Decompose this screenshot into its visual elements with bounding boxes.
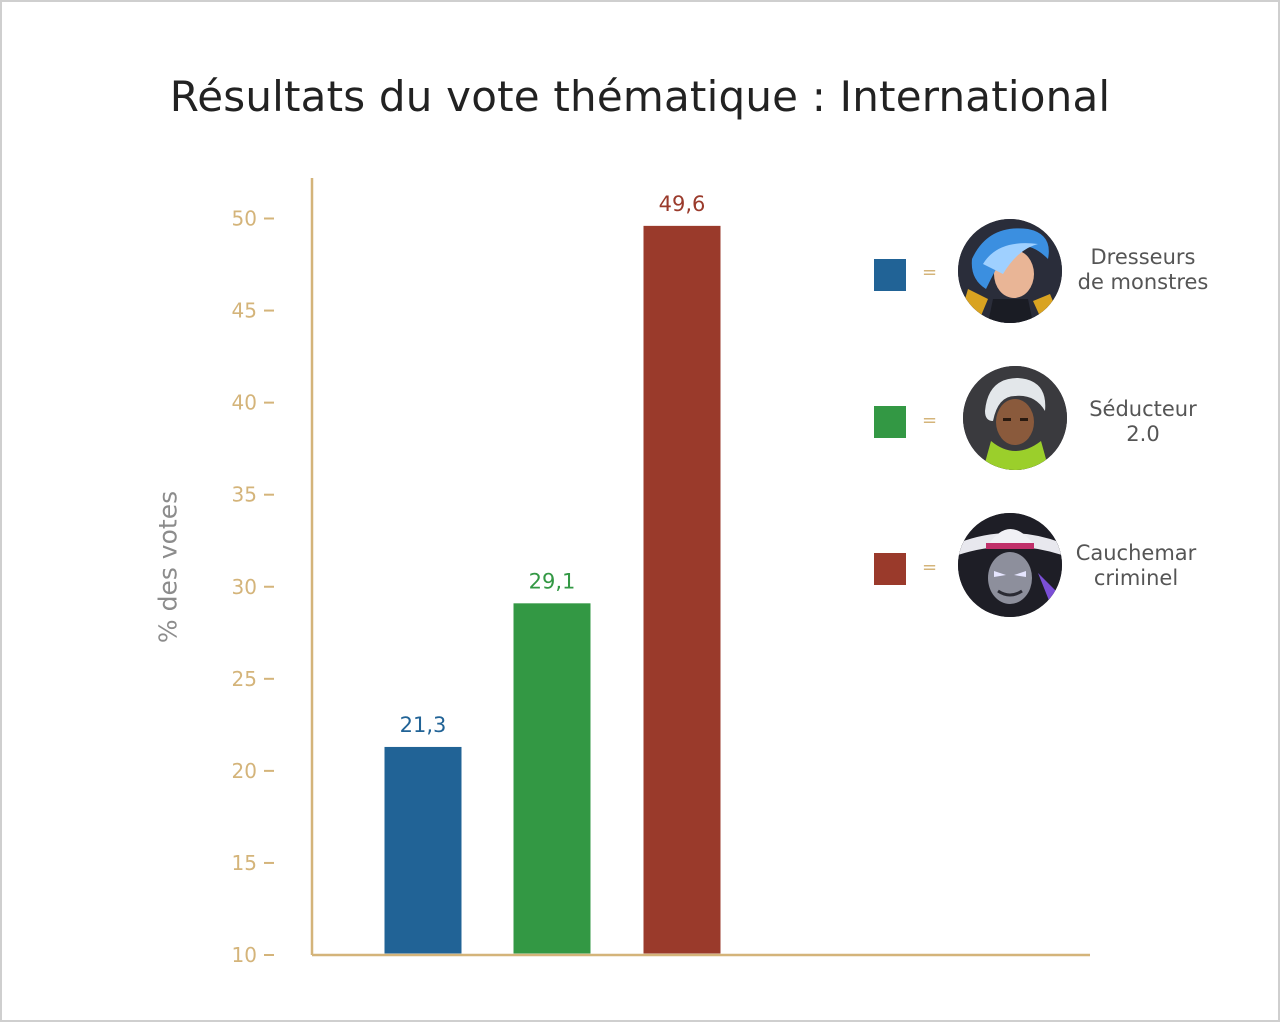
y-tick-label: 25: [232, 667, 257, 691]
y-tick-label: 15: [232, 851, 257, 875]
y-tick-label: 20: [232, 759, 257, 783]
bar-value-label: 29,1: [529, 569, 576, 593]
legend-label-line: 2.0: [1126, 422, 1160, 446]
bar: [513, 603, 591, 954]
y-tick-label: 30: [232, 575, 257, 599]
bar: [643, 225, 721, 954]
y-tick-label: 35: [232, 483, 257, 507]
legend-label-line: Dresseurs: [1090, 245, 1196, 269]
bar-value-label: 49,6: [659, 192, 706, 216]
y-tick-label: 40: [232, 391, 257, 415]
legend-label-seducteur: Séducteur 2.0: [1058, 397, 1228, 447]
blue-haired-character-icon: [958, 219, 1062, 323]
legend-equals: =: [922, 410, 938, 431]
legend-equals: =: [922, 557, 938, 578]
legend-label-line: Cauchemar: [1075, 541, 1197, 565]
legend-swatch-seducteur: [874, 406, 906, 438]
legend-label-line: Séducteur: [1089, 397, 1197, 421]
white-haired-character-icon: [963, 366, 1067, 470]
legend-label-dresseurs: Dresseurs de monstres: [1058, 245, 1228, 295]
legend-swatch-cauchemar: [874, 553, 906, 585]
legend-label-cauchemar: Cauchemar criminel: [1051, 541, 1221, 591]
legend-label-line: de monstres: [1077, 270, 1209, 294]
legend-label-line: criminel: [1093, 566, 1179, 590]
y-axis-label: % des votes: [153, 490, 183, 644]
bar-value-label: 21,3: [400, 713, 447, 737]
y-tick-label: 10: [232, 943, 257, 967]
bar: [384, 746, 462, 954]
masked-villain-character-icon: [958, 513, 1062, 617]
legend-swatch-dresseurs: [874, 259, 906, 291]
legend-equals: =: [922, 262, 938, 283]
y-tick-label: 45: [232, 299, 257, 323]
chart-title: Résultats du vote thématique : Internati…: [169, 72, 1111, 121]
y-tick-label: 50: [232, 207, 257, 231]
